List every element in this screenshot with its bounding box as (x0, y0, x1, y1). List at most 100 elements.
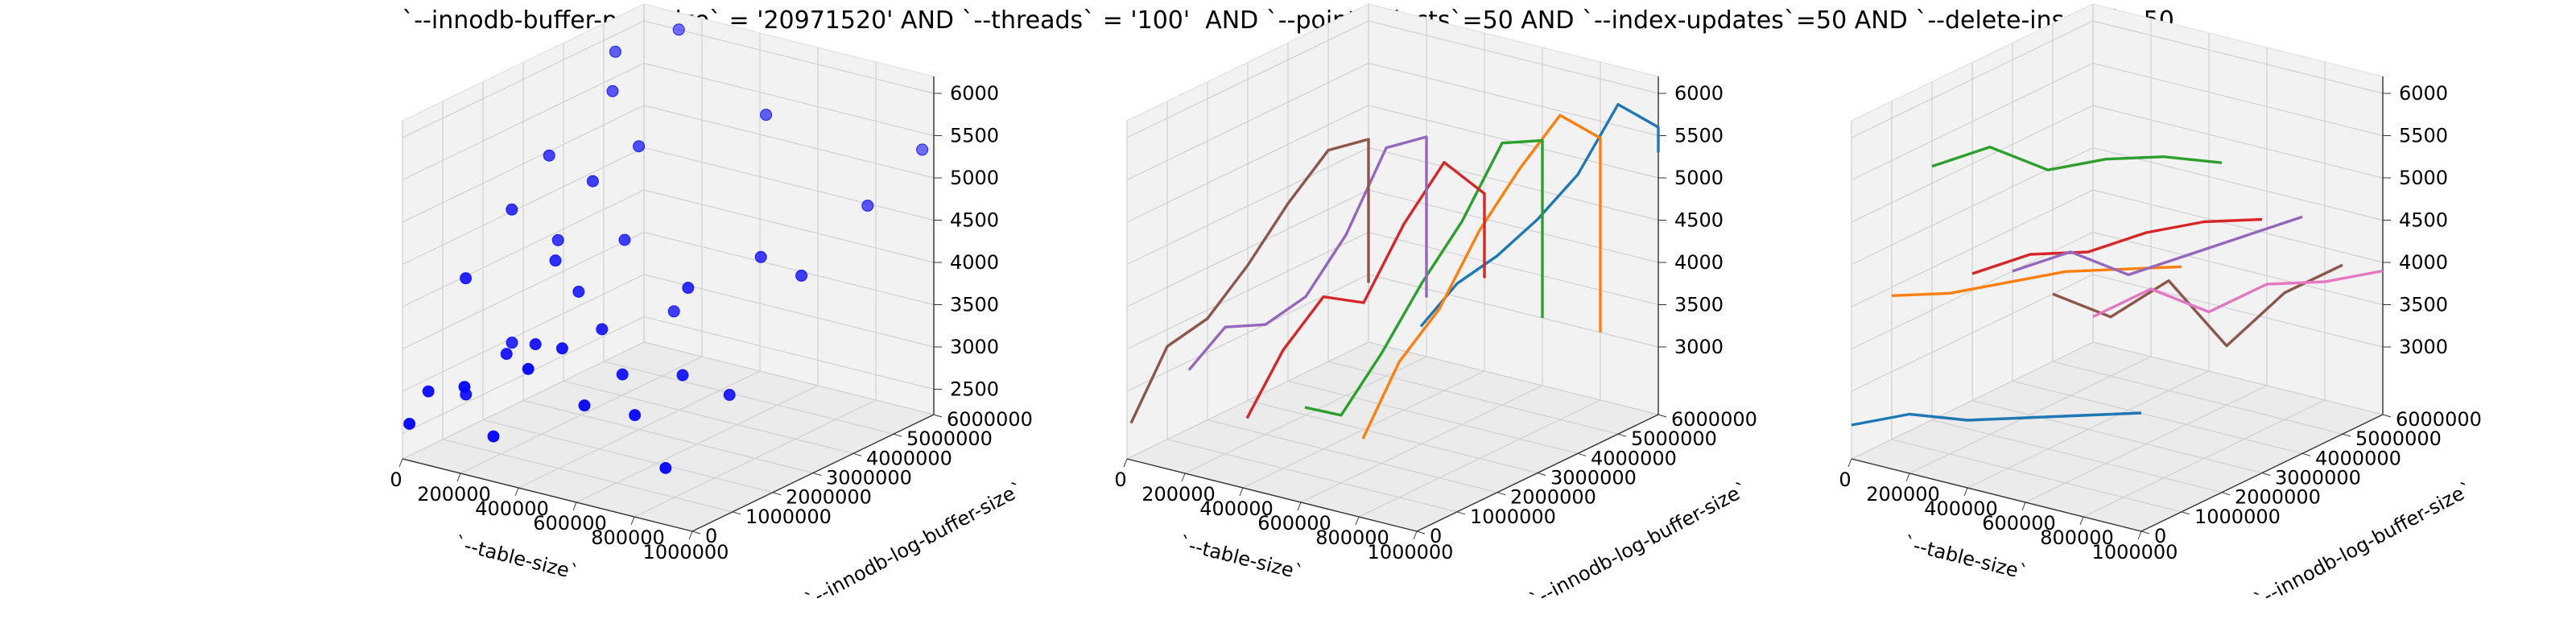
scatter-point (572, 285, 585, 298)
x-tick-mark (630, 516, 635, 526)
y-tick-mark (852, 452, 862, 456)
grid-line (1166, 101, 1458, 513)
y-tick-mark (691, 530, 701, 535)
x-tick-mark (514, 487, 519, 497)
grid-line (2052, 23, 2343, 435)
x-tick-label: 0 (390, 469, 402, 491)
grid-line (1126, 105, 1659, 223)
x-tick-mark (2137, 530, 2142, 540)
grid-line (1126, 20, 1659, 138)
x-tick-mark (572, 502, 577, 511)
series-line-3 (1931, 145, 2223, 171)
y-tick-mark (933, 414, 943, 418)
grid-line (522, 62, 814, 474)
series-line-1 (1419, 102, 1660, 328)
x-tick-mark (1847, 458, 1852, 468)
scatter-point (403, 417, 416, 430)
z-tick-label: 3000 (950, 336, 999, 358)
scatter-point (760, 109, 773, 122)
y-tick-mark (772, 492, 782, 496)
x-tick-mark (1297, 502, 1302, 511)
x-tick-mark (1355, 516, 1360, 526)
scatter-point (861, 199, 874, 212)
z-tick-label: 2500 (950, 378, 999, 401)
scatter-point (422, 385, 435, 398)
scatter-point (659, 461, 672, 474)
series-line-5 (1187, 135, 1428, 371)
y-tick-mark (1657, 414, 1667, 418)
scatter-point (754, 250, 767, 263)
y-tick-label: 6000000 (947, 408, 1033, 431)
series-line-4 (1971, 217, 2263, 275)
y-tick-mark (812, 473, 822, 476)
x-tick-label: 800000 (2040, 526, 2114, 549)
x-axis-line (1126, 458, 1418, 532)
z-tick-label: 6000 (950, 82, 999, 105)
scatter-point (551, 233, 564, 246)
z-tick-label: 4000 (950, 251, 999, 274)
y-tick-label: 2000000 (1510, 486, 1596, 509)
subplot-3: 0200000400000600000800000100000001000000… (1839, 3, 2482, 612)
x-tick-label: 200000 (417, 483, 491, 506)
z-tick-label: 5000 (2399, 167, 2448, 189)
series-line-3 (1304, 138, 1544, 417)
grid-line (1851, 147, 2384, 266)
x-tick-label: 1000000 (643, 541, 729, 564)
grid-line (402, 316, 935, 435)
grid-line (1851, 62, 2384, 181)
y-tick-label: 4000000 (866, 447, 952, 469)
scatter-point (682, 282, 695, 295)
y-tick-label: 5000000 (1631, 427, 1717, 450)
scatter-point (578, 399, 591, 412)
z-tick-label: 4000 (1674, 251, 1724, 274)
scatter-point (609, 45, 621, 58)
x-tick-mark (688, 530, 693, 540)
y-tick-label: 2000000 (2235, 486, 2321, 509)
grid-line (1287, 43, 1579, 454)
y-tick-mark (1537, 473, 1546, 476)
x-axis-line (402, 458, 693, 532)
grid-line (1126, 62, 1659, 181)
x-tick-mark (2079, 516, 2084, 526)
grid-line (1971, 62, 2263, 474)
subplot-2: 0200000400000600000800000100000001000000… (1114, 3, 1757, 612)
grid-line (402, 62, 935, 181)
grid-line (442, 101, 733, 513)
y-tick-label: 2000000 (786, 486, 872, 509)
x-tick-label: 1000000 (1368, 541, 1454, 564)
y-tick-label: 5000000 (2355, 427, 2442, 450)
grid-line (1891, 101, 2182, 513)
z-tick-label: 5500 (1674, 125, 1724, 147)
series-line-1 (1851, 411, 2142, 427)
z-tick-label: 4000 (2399, 251, 2448, 274)
scatter-point (596, 323, 609, 336)
y-tick-label: 3000000 (2275, 467, 2361, 489)
y-tick-label: 6000000 (1671, 408, 1757, 431)
x-axis-label: `--table-size` (1901, 532, 2029, 584)
y-tick-mark (2382, 414, 2392, 418)
scatter-point (458, 381, 471, 394)
z-tick-label: 6000 (1674, 82, 1724, 105)
grid-line (1327, 23, 1619, 435)
scatter-point (549, 254, 562, 267)
x-tick-label: 200000 (1141, 483, 1216, 506)
x-tick-mark (1123, 458, 1128, 468)
series-line-6 (1129, 138, 1370, 424)
z-tick-label: 3500 (1674, 294, 1724, 316)
subplot-1: 0200000400000600000800000100000001000000… (390, 3, 1033, 612)
grid-line (1368, 4, 1659, 415)
grid-line (643, 4, 935, 415)
x-tick-label: 400000 (1924, 497, 1998, 520)
y-tick-label: 3000000 (1550, 467, 1637, 489)
grid-line (1931, 81, 2223, 493)
y-tick-label: 1000000 (2194, 506, 2281, 528)
scatter-point (633, 140, 646, 153)
scatter-point (500, 348, 513, 361)
series-line-7 (2092, 269, 2384, 319)
x-tick-mark (1181, 473, 1186, 482)
z-tick-label: 5500 (950, 125, 999, 147)
scatter-point (506, 203, 518, 216)
grid-line (603, 23, 894, 435)
